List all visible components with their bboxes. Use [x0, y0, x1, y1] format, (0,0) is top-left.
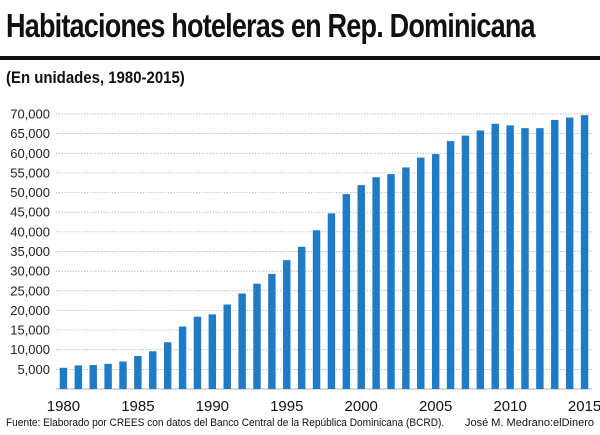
x-axis-ticks: 1980 1985 1990 1995 2000 2005 2010 2015	[47, 398, 600, 414]
bar-1984	[119, 361, 127, 389]
bar-2005	[431, 154, 440, 389]
author-credit: José M. Medrano:elDinero	[464, 417, 594, 429]
bar-2015	[580, 115, 589, 389]
bar-1994	[268, 273, 276, 389]
y-tick-label: 40,000	[10, 224, 50, 239]
y-tick-label: 25,000	[10, 283, 50, 298]
bar-1980	[59, 367, 68, 389]
x-tick-label: 2000	[345, 398, 378, 414]
y-tick-label: 15,000	[10, 323, 50, 338]
bar-1995	[283, 260, 291, 389]
bar-2001	[372, 177, 380, 389]
bars	[59, 115, 589, 390]
y-tick-label: 70,000	[10, 107, 50, 122]
bar-2007	[461, 135, 470, 389]
bar-2000	[357, 185, 365, 389]
bar-2014	[565, 117, 574, 390]
page-title: Habitaciones hoteleras en Rep. Dominican…	[6, 7, 536, 44]
bar-1996	[297, 246, 306, 389]
bar-1999	[342, 194, 351, 389]
bar-2011	[521, 128, 529, 389]
header: Habitaciones hoteleras en Rep. Dominican…	[0, 0, 600, 60]
y-tick-label: 50,000	[10, 185, 50, 200]
y-tick-label: 45,000	[10, 205, 50, 220]
y-tick-label: 5,000	[17, 362, 50, 377]
y-tick-label: 60,000	[10, 146, 50, 161]
y-tick-label: 55,000	[10, 165, 50, 180]
bar-1981	[74, 365, 83, 389]
y-tick-label: 20,000	[10, 303, 50, 318]
bar-1990	[208, 314, 217, 389]
bar-2010	[506, 125, 514, 389]
x-tick-label: 1990	[196, 398, 229, 414]
bar-1985	[134, 356, 142, 389]
bar-2004	[417, 157, 425, 389]
title-rule	[0, 56, 600, 60]
bar-1998	[327, 213, 336, 389]
bar-chart: 5,000 10,000 15,000 20,000 25,000 30,000 35,00…	[10, 107, 600, 415]
bar-1989	[193, 316, 202, 389]
chart-subtitle: (En unidades, 1980-2015)	[6, 68, 185, 87]
bar-1997	[312, 230, 321, 389]
x-tick-label: 1980	[47, 398, 80, 414]
bar-2008	[476, 130, 485, 389]
y-tick-label: 65,000	[10, 126, 50, 141]
bar-1986	[149, 351, 157, 389]
bar-1982	[89, 365, 97, 389]
bar-1992	[238, 293, 246, 389]
y-tick-label: 30,000	[10, 264, 50, 279]
x-tick-label: 1985	[121, 398, 154, 414]
bar-2012	[536, 128, 544, 389]
bar-1983	[104, 363, 112, 389]
bar-1988	[178, 326, 187, 389]
bar-2013	[551, 119, 559, 389]
grid-lines	[56, 113, 592, 390]
source-note: Fuente: Elaborado por CREES con datos de…	[6, 417, 445, 429]
bar-1993	[253, 283, 261, 389]
y-axis-ticks: 5,000 10,000 15,000 20,000 25,000 30,000 35,00…	[10, 107, 50, 377]
x-tick-label: 2010	[493, 398, 526, 414]
y-tick-label: 35,000	[10, 244, 50, 259]
bar-2002	[387, 174, 395, 389]
bar-2006	[446, 141, 455, 389]
bar-1987	[163, 342, 172, 389]
x-tick-label: 2005	[419, 398, 452, 414]
y-tick-label: 10,000	[10, 342, 50, 357]
bar-1991	[223, 304, 231, 389]
x-tick-label: 1995	[270, 398, 303, 414]
bar-2009	[491, 123, 499, 390]
bar-2003	[402, 167, 410, 389]
x-tick-label: 2015	[568, 398, 600, 414]
